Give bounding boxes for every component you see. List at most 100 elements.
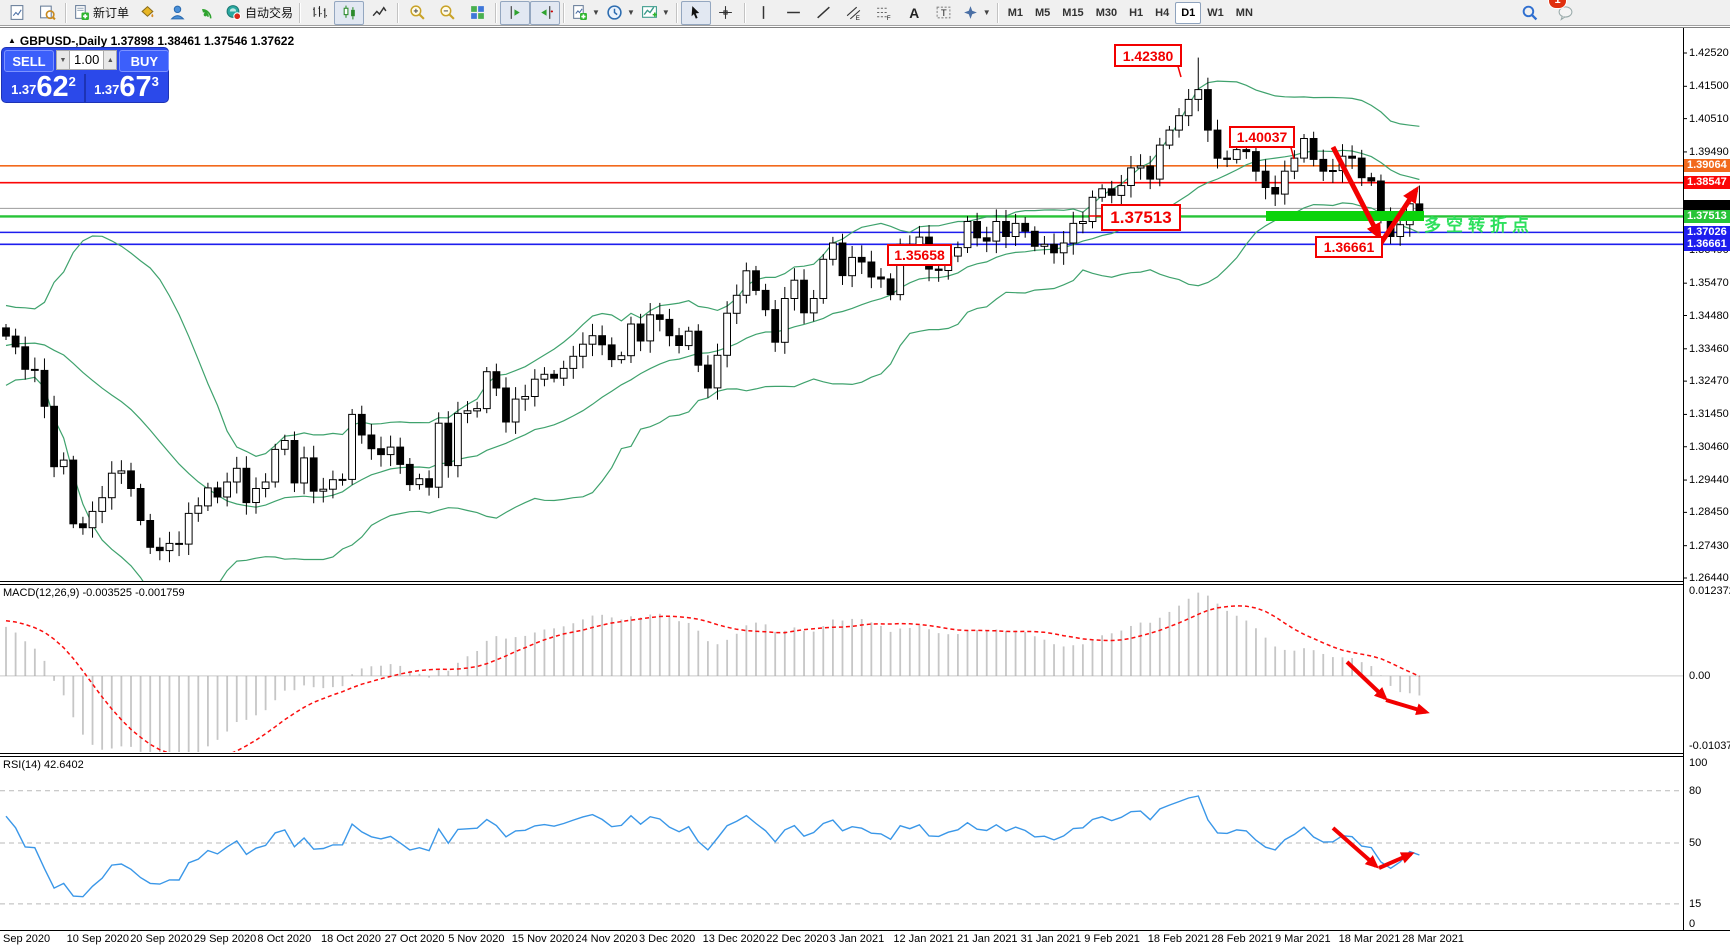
toolbar-separator <box>675 2 678 23</box>
search-button[interactable] <box>1514 1 1544 25</box>
rsi-axis-tick: 0 <box>1689 918 1696 930</box>
chart-canvas[interactable] <box>0 27 1730 946</box>
macd-axis-tick: 0.012372 <box>1689 585 1730 597</box>
svg-text:E: E <box>856 15 860 21</box>
candle-chart-button[interactable] <box>334 0 365 25</box>
shift-icon <box>510 6 520 19</box>
crosshair-tool-button[interactable] <box>711 1 741 25</box>
tile-windows-button[interactable] <box>462 1 492 25</box>
sell-button[interactable]: SELL <box>4 50 54 72</box>
volume-increase-button[interactable]: ▲ <box>103 50 118 70</box>
cursor-tool-button[interactable] <box>680 0 711 25</box>
candles-icon <box>343 5 355 20</box>
textA-icon: A <box>910 5 920 21</box>
support-zone-bar[interactable] <box>1266 211 1424 221</box>
tile-icon <box>470 6 484 19</box>
chart-window-button[interactable] <box>2 1 32 25</box>
indicators-icon <box>641 6 657 18</box>
price-callout-label[interactable]: 1.40037 <box>1229 126 1295 148</box>
indicators-button[interactable]: ▼ <box>638 1 673 25</box>
time-axis-label: 8 Oct 2020 <box>257 933 312 945</box>
toolbar-separator <box>65 2 67 23</box>
timeframe-m5-button[interactable]: M5 <box>1035 6 1051 19</box>
chart-window[interactable]: ▲ GBPUSD-,Daily 1.37898 1.38461 1.37546 1… <box>0 27 1730 946</box>
volume-input[interactable]: 1.00 <box>70 50 104 70</box>
macd-axis-tick: 0.00 <box>1689 669 1711 682</box>
new-chart-button[interactable]: ▼ <box>568 1 603 25</box>
price-callout-label[interactable]: 1.35658 <box>887 244 952 266</box>
timeframe-mn-button[interactable]: MN <box>1235 6 1253 19</box>
chat-button[interactable] <box>1550 1 1580 25</box>
arrows-tool[interactable]: ▼ <box>959 1 994 25</box>
buy-button[interactable]: BUY <box>119 50 170 72</box>
horizontal-line-tool[interactable] <box>779 1 809 25</box>
price-axis-badge[interactable] <box>1684 199 1730 213</box>
auto-trading-button[interactable]: 自动交易 <box>222 1 296 25</box>
zoom-in-button[interactable] <box>402 1 432 25</box>
styles-button[interactable] <box>132 1 162 25</box>
time-axis-label: 27 Oct 2020 <box>384 933 445 945</box>
time-axis-label: 18 Feb 2021 <box>1147 933 1210 945</box>
time-axis-label: 13 Dec 2020 <box>702 933 765 945</box>
chart-preview-button[interactable] <box>32 1 62 25</box>
bucket-icon <box>140 5 154 18</box>
vertical-line-tool[interactable] <box>749 1 779 25</box>
volume-decrease-button[interactable]: ▼ <box>56 50 70 70</box>
one-click-trading-panel: SELL ▼ 1.00 ▲ BUY 1.37 62 2 1.37 67 3 <box>2 48 170 103</box>
timeframe-w1-button[interactable]: W1 <box>1207 6 1224 19</box>
time-axis-label: 28 Feb 2021 <box>1211 933 1274 945</box>
new-chart-icon <box>573 5 587 20</box>
equidistant-channel-tool[interactable]: E <box>839 1 869 25</box>
timeframe-d1-button[interactable]: D1 <box>1175 1 1202 24</box>
line-chart-button[interactable] <box>364 1 394 25</box>
bar-chart-button[interactable] <box>304 1 334 25</box>
signals-button[interactable] <box>192 1 222 25</box>
chart-shift-button[interactable] <box>500 0 531 25</box>
channel-icon: E <box>847 6 861 21</box>
time-axis-label: 12 Jan 2021 <box>893 933 954 945</box>
text-label-tool[interactable]: T <box>929 1 959 25</box>
profiles-button[interactable] <box>162 1 192 25</box>
autoscroll-icon <box>540 6 553 19</box>
price-callout-label[interactable]: 1.36661 <box>1315 236 1383 258</box>
text-tool[interactable]: A <box>899 1 929 25</box>
timeframe-h1-button[interactable]: H1 <box>1129 6 1144 19</box>
price-axis-tick: 1.42520 <box>1689 47 1729 59</box>
price-callout-label[interactable]: 1.37513 <box>1101 204 1181 231</box>
collapse-triangle-icon[interactable]: ▲ <box>8 36 16 45</box>
timeframe-h4-button[interactable]: H4 <box>1155 6 1170 19</box>
price-axis-tick: 1.31450 <box>1689 408 1729 421</box>
candles-layer <box>2 57 1424 563</box>
price-axis-badge[interactable]: 1.38547 <box>1684 176 1730 190</box>
auto-scroll-button[interactable] <box>530 0 561 25</box>
price-axis-badge[interactable]: 1.36661 <box>1684 237 1730 251</box>
trendline-tool[interactable] <box>809 1 839 25</box>
fibonacci-tool[interactable]: F <box>869 1 899 25</box>
time-axis-label: 20 Sep 2020 <box>130 933 193 945</box>
price-axis-badge[interactable]: 1.37513 <box>1684 209 1730 223</box>
price-axis-badge[interactable]: 1.39064 <box>1684 159 1730 173</box>
label-icon: T <box>936 6 951 19</box>
toolbar-separator <box>495 2 498 23</box>
timeframe-m30-button[interactable]: M30 <box>1095 6 1118 19</box>
macd-indicator-label: MACD(12,26,9) -0.003525 -0.001759 <box>3 587 185 599</box>
toolbar-separator <box>299 2 302 23</box>
price-axis-tick: 1.34480 <box>1689 309 1729 322</box>
timeframe-m15-button[interactable]: M15 <box>1062 6 1084 19</box>
rsi-axis-tick: 100 <box>1689 757 1708 769</box>
periods-button[interactable]: ▼ <box>603 1 638 25</box>
sell-price[interactable]: 1.37 62 2 <box>11 71 76 103</box>
price-callout-label[interactable]: 1.42380 <box>1114 44 1182 67</box>
timeframe-m1-button[interactable]: M1 <box>1007 6 1023 19</box>
new-order-button[interactable]: 新订单 <box>70 1 132 25</box>
buy-price[interactable]: 1.37 67 3 <box>94 71 159 103</box>
turning-point-annotation[interactable]: 多空转折点 <box>1424 216 1534 235</box>
zoom-in-icon <box>409 5 425 20</box>
drawn-arrows[interactable] <box>1330 145 1430 870</box>
price-axis-tick: 1.35470 <box>1689 277 1729 290</box>
zoom-out-button[interactable] <box>432 1 462 25</box>
price-axis-tick: 1.40510 <box>1689 112 1729 125</box>
profile-icon <box>169 5 185 20</box>
price-axis-badge[interactable]: 1.37026 <box>1684 225 1730 239</box>
crosshair-icon <box>719 6 733 19</box>
